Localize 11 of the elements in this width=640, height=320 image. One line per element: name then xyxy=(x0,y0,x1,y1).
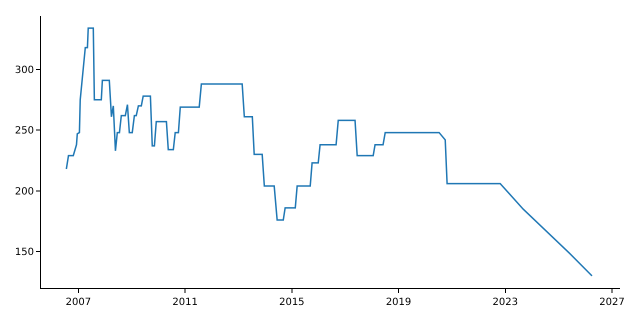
x-tick-label: 2023 xyxy=(492,297,518,308)
x-tick-label: 2015 xyxy=(279,297,305,308)
x-tick-label: 2011 xyxy=(172,297,198,308)
x-tick-label: 2027 xyxy=(599,297,625,308)
x-tick-label: 2007 xyxy=(66,297,92,308)
line-series xyxy=(66,27,593,277)
x-tick-label: 2019 xyxy=(386,297,412,308)
y-tick-label: 250 xyxy=(14,126,34,137)
y-tick-label: 200 xyxy=(14,186,34,198)
y-tick-label: 300 xyxy=(14,64,34,76)
y-tick-label: 150 xyxy=(14,247,34,258)
